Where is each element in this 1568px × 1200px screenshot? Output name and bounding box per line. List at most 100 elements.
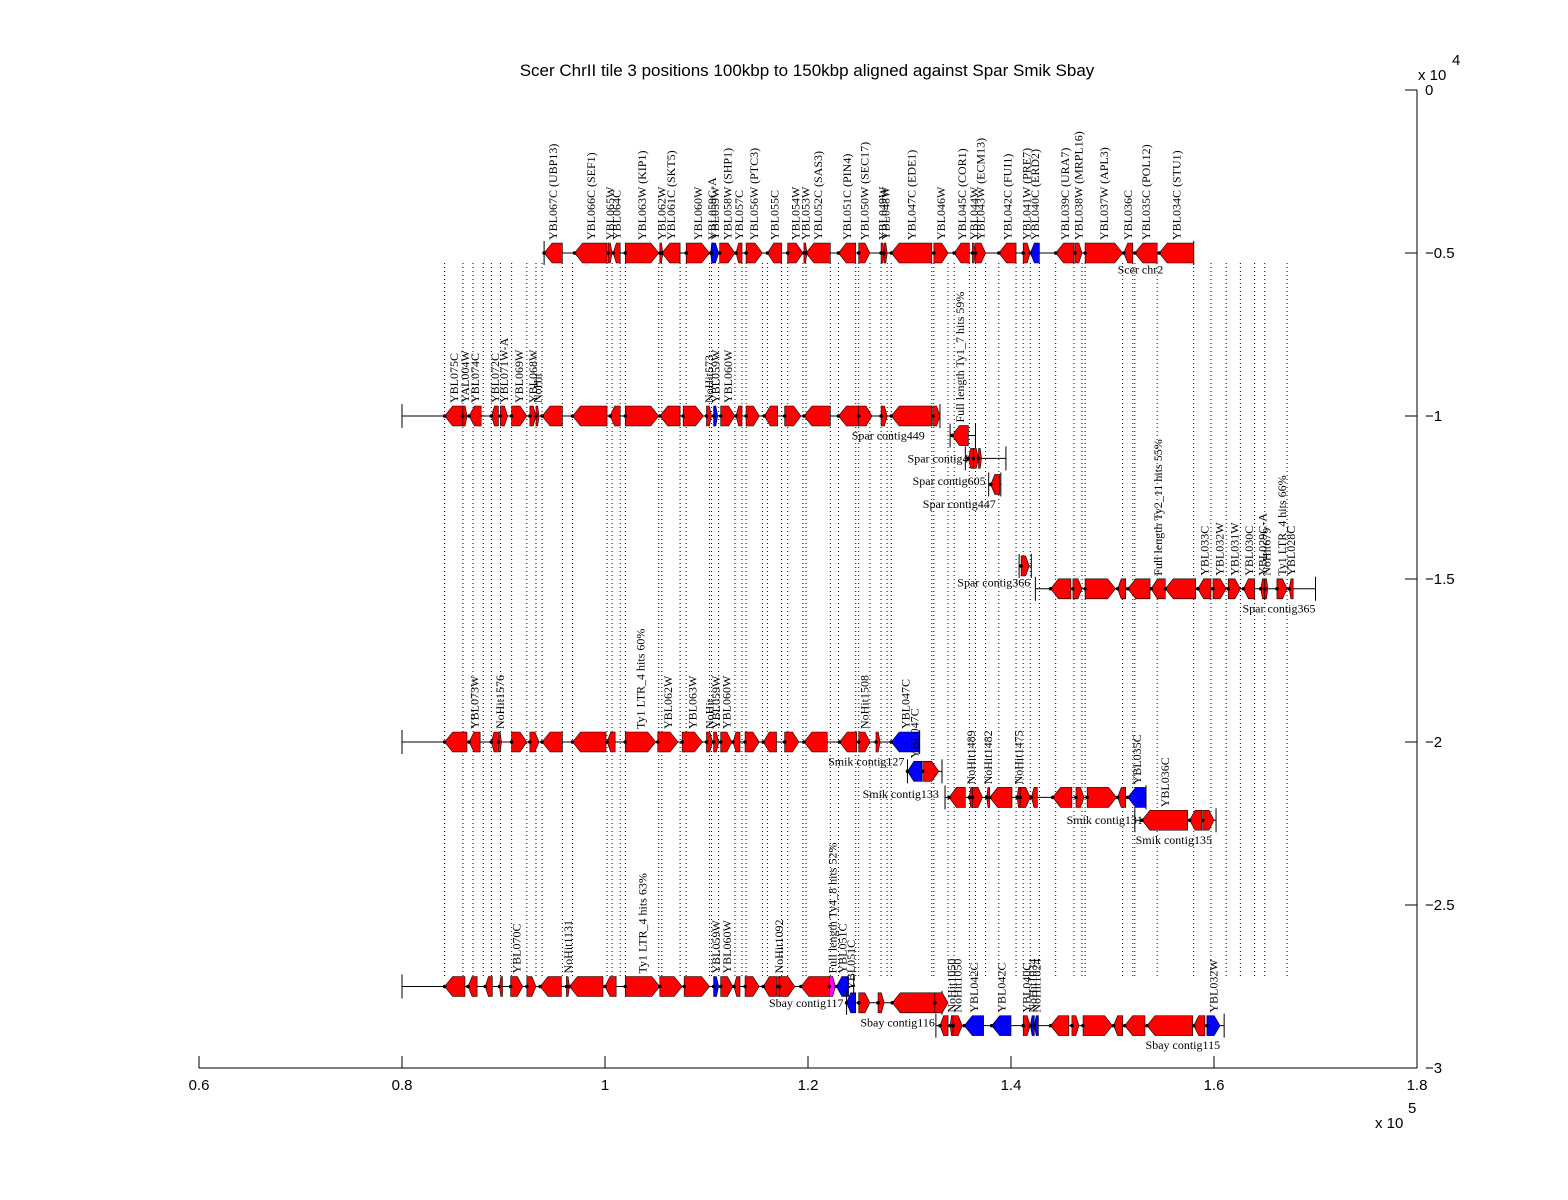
- gene-boundary-dot: [1048, 1023, 1053, 1028]
- gene-boundary-dot: [856, 740, 861, 744]
- gene-boundary-dot: [761, 740, 766, 744]
- gene-boundary-dot: [984, 795, 989, 800]
- track: Spar contig605: [913, 446, 1007, 488]
- gene-arrow: [659, 976, 683, 997]
- gene-label: NoHit573: [702, 355, 716, 403]
- gene-label: YBL063W (KIP1): [635, 151, 649, 240]
- gene-arrow: [541, 405, 563, 427]
- gene-label: YBL039C (URA7): [1058, 148, 1072, 240]
- gene-boundary-dot: [920, 769, 925, 774]
- gene-label: YBL060W: [719, 675, 733, 729]
- gene-boundary-dot: [1287, 586, 1291, 591]
- gene-label: Full length Ty1_7 hits 59%: [953, 292, 967, 423]
- gene-boundary-dot: [967, 795, 972, 800]
- contig-label: Spar contig447: [923, 497, 996, 511]
- gene-arrow: [990, 474, 1001, 495]
- gene-arrow: [839, 731, 858, 753]
- gene-boundary-dot: [540, 414, 544, 418]
- gene-label: NoHit1576: [493, 675, 507, 729]
- gene-arrow: [951, 425, 969, 446]
- gene-boundary-dot: [623, 251, 628, 255]
- gene-boundary-dot: [744, 251, 748, 255]
- gene-boundary-dot: [856, 251, 861, 255]
- gene-label: YBL047C: [898, 679, 912, 729]
- gene-boundary-dot: [1262, 586, 1267, 591]
- x-tick-label: 0.6: [189, 1077, 210, 1094]
- gene-label: NoHit1024: [1029, 959, 1043, 1013]
- gene-label: YBL051C (PIN4): [840, 154, 854, 240]
- chart-title: Scer ChrII tile 3 positions 100kbp to 15…: [520, 61, 1095, 80]
- gene-arrow: [467, 976, 478, 997]
- gene-boundary-dot: [1201, 818, 1205, 823]
- gene-boundary-dot: [1018, 795, 1022, 800]
- gene-arrow: [624, 731, 657, 753]
- gene-boundary-dot: [987, 795, 992, 800]
- gene-label: YBL047C: [908, 708, 922, 758]
- gene-arrow: [805, 242, 831, 264]
- gene-boundary-dot: [658, 414, 662, 418]
- gene-arrow: [1158, 242, 1194, 264]
- gene-label: YBL056W (PTC3): [747, 148, 761, 240]
- gene-boundary-dot: [1140, 818, 1144, 823]
- gene-boundary-dot: [856, 1001, 861, 1005]
- gene-arrow: [836, 976, 849, 997]
- gene-label: Ty1 LTR_4 hits 66%: [1275, 475, 1289, 575]
- gene-boundary-dot: [782, 414, 787, 418]
- gene-boundary-dot: [498, 414, 503, 418]
- gene-boundary-dot: [1028, 1023, 1033, 1028]
- gene-label: YBL040C: [1020, 963, 1034, 1013]
- gene-boundary-dot: [508, 984, 513, 989]
- gene-boundary-dot: [1163, 586, 1168, 591]
- gene-boundary-dot: [525, 984, 529, 989]
- gene-arrow: [803, 731, 828, 753]
- gene-boundary-dot: [718, 740, 723, 744]
- track: YBL067C (UBP13) YBL066C (SEF1) YBL065WYBL0…: [542, 131, 1195, 276]
- gene-label: YBL062W: [661, 675, 675, 729]
- gene-arrow: [764, 405, 778, 427]
- track: YBL036C Smik contig135: [1134, 757, 1217, 847]
- alignment-guide-lines: [444, 263, 1288, 977]
- gene-arrow: [572, 731, 607, 753]
- gene-arrow: [907, 761, 922, 782]
- contig-label: Sbay contig115: [1146, 1038, 1221, 1052]
- gene-label: YBL049W: [876, 186, 890, 240]
- gene-label: YBL063W: [685, 675, 699, 729]
- gene-boundary-dot: [608, 414, 612, 418]
- contig-label: Spar contig605: [913, 474, 986, 488]
- gene-label: YBL060W: [721, 349, 735, 403]
- gene-boundary-dot: [1258, 586, 1263, 591]
- gene-boundary-dot: [1048, 586, 1053, 591]
- gene-label: YBL051C: [836, 923, 850, 973]
- gene-arrow: [719, 242, 736, 264]
- gene-boundary-dot: [680, 740, 684, 744]
- gene-boundary-dot: [528, 740, 532, 744]
- gene-label: YBL036C: [1158, 757, 1172, 807]
- gene-arrow: [989, 787, 1013, 808]
- gene-boundary-dot: [879, 251, 883, 255]
- gene-boundary-dot: [718, 414, 723, 418]
- contig-label: Spar contig448: [908, 451, 981, 465]
- gene-label: YBL028C: [1284, 526, 1298, 576]
- gene-arrow: [1084, 578, 1116, 600]
- gene-arrow: [720, 976, 734, 997]
- gene-boundary-dot: [889, 414, 894, 418]
- y-tick-label: −2: [1425, 734, 1442, 751]
- gene-arrow: [682, 405, 704, 427]
- gene-boundary-dot: [540, 740, 544, 744]
- track: Spar contig447: [923, 472, 1002, 511]
- gene-label: YBL042C (FUI1): [1000, 154, 1014, 240]
- gene-arrow: [657, 731, 679, 753]
- gene-arrow: [890, 242, 933, 264]
- gene-boundary-dot: [879, 414, 883, 418]
- gene-label: YBL048W: [879, 186, 893, 240]
- gene-boundary-dot: [989, 1023, 994, 1028]
- gene-boundary-dot: [660, 251, 664, 255]
- gene-boundary-dot: [606, 251, 610, 255]
- gene-boundary-dot: [952, 251, 956, 255]
- gene-arrow: [511, 731, 528, 753]
- gene-label: YBL033C: [1197, 526, 1211, 576]
- gene-boundary-dot: [467, 414, 471, 418]
- y-tick-label: −1: [1425, 408, 1442, 425]
- gene-arrow: [1146, 1015, 1193, 1036]
- gene-boundary-dot: [1125, 586, 1130, 591]
